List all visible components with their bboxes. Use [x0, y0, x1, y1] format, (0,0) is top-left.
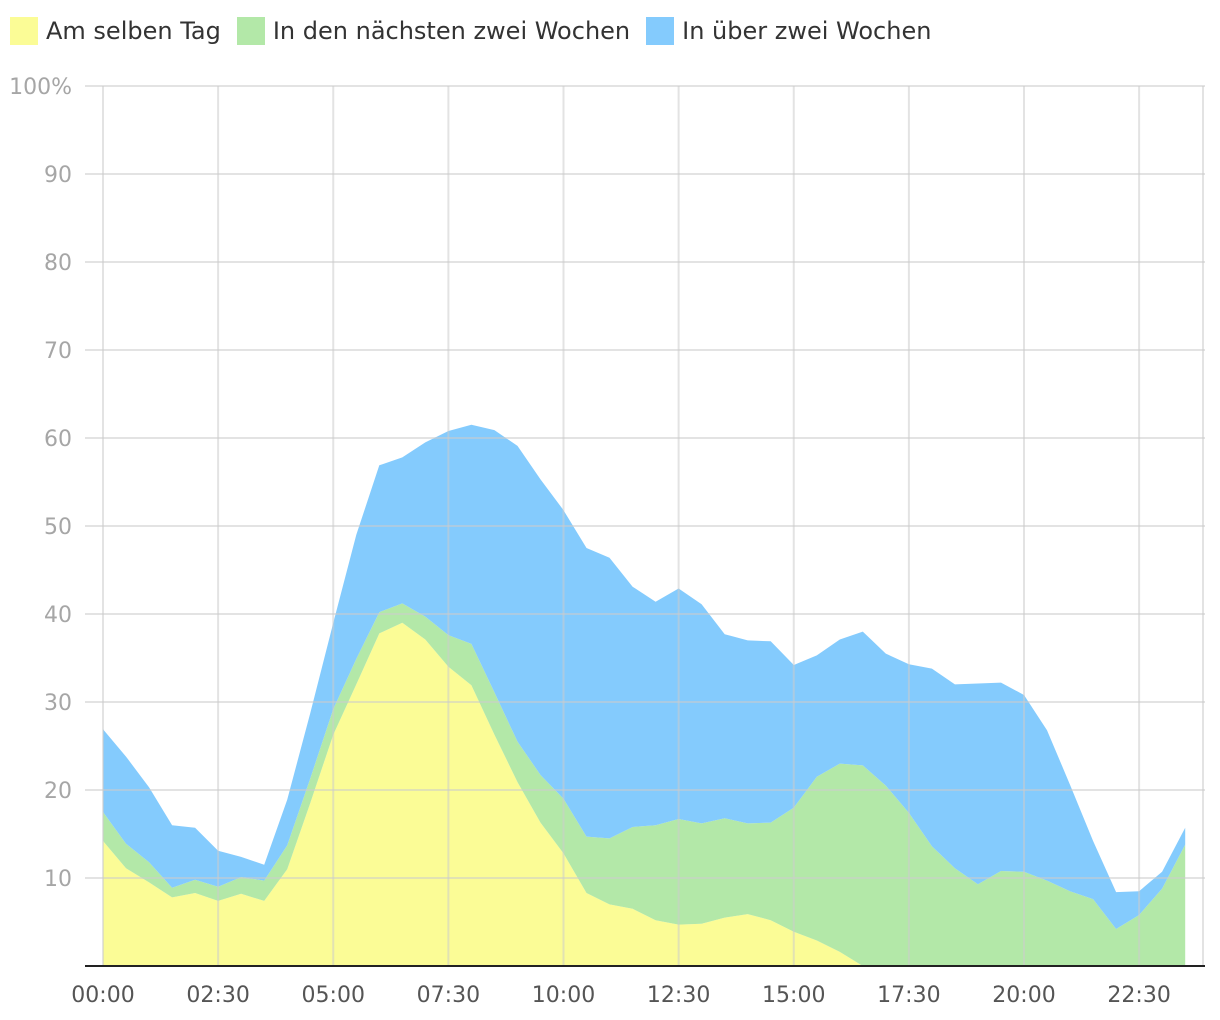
x-tick-label: 22:30 — [1107, 983, 1170, 1008]
area-series-1 — [103, 603, 1186, 966]
area-layer — [103, 424, 1186, 966]
x-tick-label: 20:00 — [992, 983, 1055, 1008]
x-axis-ticks: 00:00 02:30 05:00 07:30 10:00 12:30 15:00 17:30… — [71, 983, 1171, 1008]
legend-label-over-two-weeks: In über zwei Wochen — [682, 17, 932, 45]
x-tick-label: 17:30 — [877, 983, 940, 1008]
legend-swatch-next-two-weeks — [236, 17, 265, 45]
legend-item-same-day: Am selben Tag — [10, 17, 221, 45]
x-tick-label: 00:00 — [71, 983, 134, 1008]
x-tick-label: 12:30 — [647, 983, 710, 1008]
y-axis-ticks: 10 20 30 40 50 60 70 80 90 100% — [9, 75, 72, 892]
area-series-2 — [103, 424, 1186, 929]
legend-item-next-two-weeks: In den nächsten zwei Wochen — [236, 17, 631, 45]
x-tick-label: 07:30 — [417, 983, 480, 1008]
legend: Am selben Tag In den nächsten zwei Woche… — [10, 14, 947, 48]
legend-label-next-two-weeks: In den nächsten zwei Wochen — [272, 17, 631, 45]
y-tick-label: 30 — [44, 691, 72, 716]
y-tick-label: 50 — [44, 515, 72, 540]
y-tick-label: 10 — [44, 867, 72, 892]
x-tick-label: 15:00 — [762, 983, 825, 1008]
y-tick-label: 90 — [44, 163, 72, 188]
y-tick-label: 100% — [9, 75, 72, 100]
legend-swatch-over-two-weeks — [646, 17, 675, 45]
x-tick-label: 02:30 — [186, 983, 249, 1008]
y-tick-label: 60 — [44, 427, 72, 452]
x-tick-label: 05:00 — [302, 983, 365, 1008]
x-tick-label: 10:00 — [532, 983, 595, 1008]
y-tick-label: 80 — [44, 251, 72, 276]
area-series-0 — [103, 622, 1186, 966]
y-tick-label: 40 — [44, 603, 72, 628]
grid-layer — [85, 85, 1205, 966]
legend-swatch-same-day — [10, 17, 38, 45]
legend-label-same-day: Am selben Tag — [46, 17, 221, 45]
y-tick-label: 70 — [44, 339, 72, 364]
legend-item-over-two-weeks: In über zwei Wochen — [646, 17, 931, 45]
y-tick-label: 20 — [44, 779, 72, 804]
